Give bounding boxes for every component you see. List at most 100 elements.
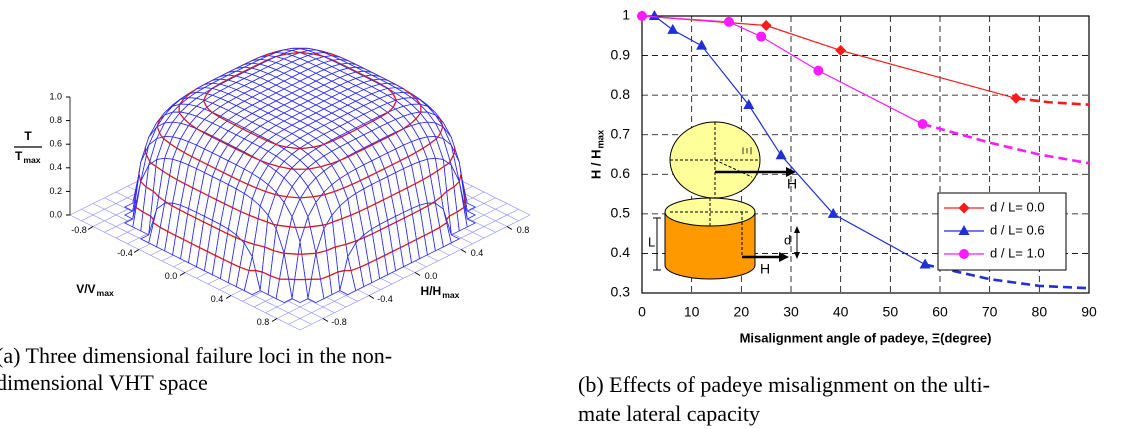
contour <box>376 168 385 174</box>
contour <box>358 237 365 241</box>
contour <box>156 126 161 134</box>
contour <box>219 140 229 146</box>
contour <box>211 136 221 142</box>
contour <box>363 144 373 150</box>
contour <box>167 230 177 237</box>
contour <box>256 187 266 193</box>
contour <box>183 238 192 245</box>
contour <box>312 194 322 198</box>
contour <box>324 190 335 196</box>
contour <box>329 271 339 277</box>
contour <box>184 183 193 189</box>
x-tick-label: 50 <box>883 304 899 320</box>
contour <box>269 163 280 168</box>
contour <box>219 116 228 122</box>
contour <box>150 162 157 167</box>
contour <box>145 154 151 162</box>
contour <box>187 213 196 219</box>
contour <box>404 213 413 219</box>
contour <box>145 186 154 192</box>
contour <box>267 221 274 226</box>
x-tick-label: 60 <box>932 304 948 320</box>
contour <box>158 196 166 202</box>
extrapolation-line <box>1015 97 1090 106</box>
contour <box>408 238 417 245</box>
contour <box>308 166 321 170</box>
marker <box>756 31 767 42</box>
contour <box>231 262 241 268</box>
contour <box>332 136 342 142</box>
contour <box>355 148 365 154</box>
contour <box>175 234 184 241</box>
contour <box>395 128 404 134</box>
x-tick <box>133 249 140 253</box>
contour <box>429 170 438 176</box>
y-tick <box>322 318 329 322</box>
contour <box>388 88 394 95</box>
contour <box>251 156 261 162</box>
contour <box>392 246 401 253</box>
contour <box>345 240 356 245</box>
contour <box>257 218 268 223</box>
y-label: H/H <box>421 284 442 298</box>
x-tick-label: 70 <box>982 304 998 320</box>
x-tick-label: 0.8 <box>257 317 270 327</box>
marker <box>917 119 928 130</box>
contour <box>163 138 171 145</box>
contour <box>412 209 421 215</box>
z-label-denominator: T <box>15 149 23 163</box>
inset-diagrams: Ξ H L d H <box>648 121 800 280</box>
contour <box>348 128 358 134</box>
x-tick-label: 10 <box>684 304 700 320</box>
contour <box>242 128 252 134</box>
contour <box>235 148 245 154</box>
contour <box>169 174 178 181</box>
contour <box>277 53 287 57</box>
surface-panel: 0.0 0.2 0.4 0.6 0.8 1.0 -0.8 -0.4 0.0 0.4 0.8 -0.8 -… <box>0 47 531 395</box>
arrow-head <box>779 252 789 262</box>
marker <box>835 44 847 56</box>
y-tick-label: 0.3 <box>611 284 631 300</box>
contour <box>239 266 250 272</box>
contour <box>203 100 208 108</box>
contour <box>392 93 397 101</box>
z-tick-label: 0.8 <box>49 115 62 125</box>
marker <box>775 149 787 160</box>
marker <box>648 10 660 20</box>
contour <box>337 269 345 273</box>
contour <box>142 211 152 217</box>
marker <box>743 99 755 110</box>
contour <box>449 154 455 162</box>
contour <box>150 215 154 220</box>
contour <box>372 116 381 122</box>
inset-line <box>714 159 753 178</box>
y-tick-label: 0.7 <box>611 125 631 141</box>
contour <box>203 221 212 227</box>
x-tick <box>87 226 94 230</box>
y-tick-label: 0.5 <box>611 205 631 221</box>
legend: d / L= 0.0 d / L= 0.6 d / L= 1.0 <box>937 192 1067 271</box>
contour <box>436 165 445 172</box>
contour <box>183 118 191 125</box>
load-label: H <box>760 261 770 277</box>
contour <box>159 226 169 233</box>
contour <box>407 151 417 158</box>
contour <box>368 172 377 178</box>
surface-face <box>307 253 325 304</box>
contour <box>162 170 171 176</box>
marker <box>813 65 824 76</box>
contour <box>392 100 397 108</box>
contour <box>440 190 448 198</box>
arrow-head <box>786 167 796 177</box>
contour <box>391 191 400 197</box>
z-label: T <box>24 129 32 143</box>
contour <box>227 233 237 239</box>
marker <box>637 11 647 21</box>
contour <box>439 222 447 228</box>
legend-marker <box>959 249 969 259</box>
contour <box>364 75 374 81</box>
contour <box>399 156 409 162</box>
contour <box>226 75 236 81</box>
